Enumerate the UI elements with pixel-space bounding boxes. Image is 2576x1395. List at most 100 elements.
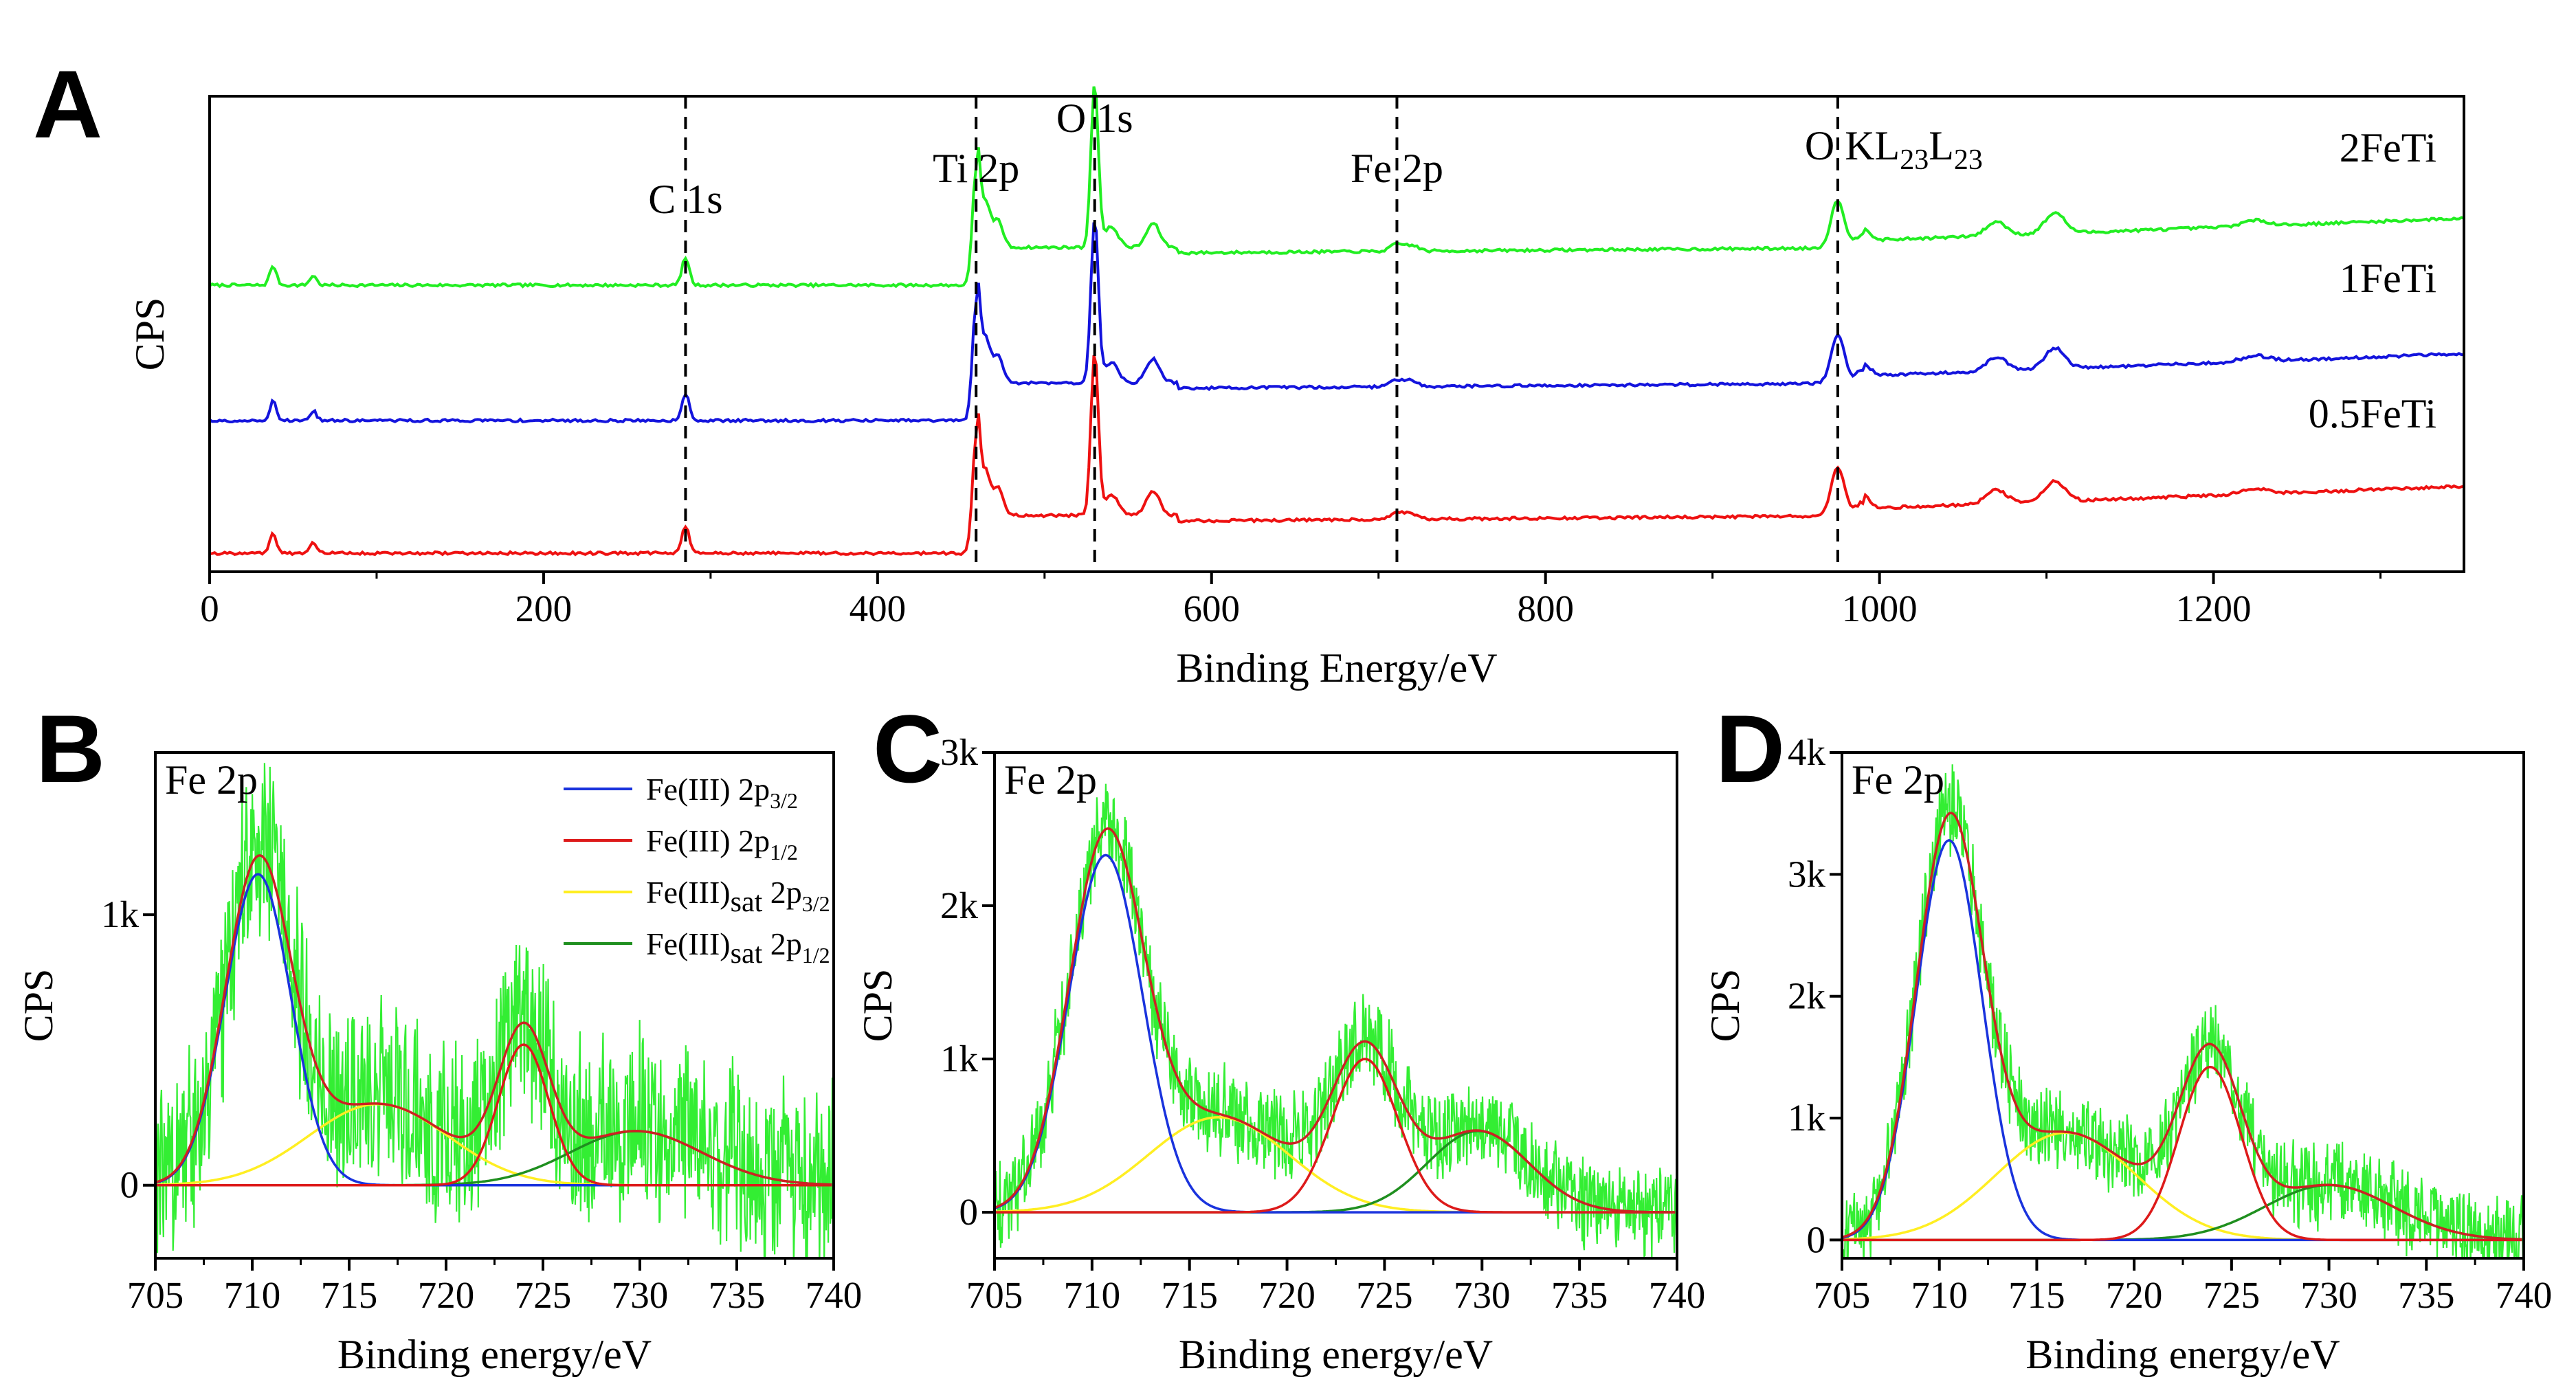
- x-tick-label: 725: [2203, 1274, 2261, 1316]
- peak-label: C 1s: [648, 177, 722, 222]
- component-peak-blue: [155, 873, 832, 1187]
- x-tick-label: 0: [200, 588, 219, 629]
- legend-label-sub: 3/2: [802, 891, 830, 916]
- panel-letter: D: [1716, 695, 1785, 803]
- x-tick-label: 715: [2008, 1274, 2065, 1316]
- peak-label: Ti 2p: [933, 146, 1019, 191]
- x-axis-label: Binding energy/eV: [2025, 1332, 2340, 1377]
- series-line-0.5FeTi: [209, 355, 2465, 557]
- x-tick-label: 710: [1911, 1274, 1968, 1316]
- peak-label-part: L: [1929, 123, 1954, 168]
- plot-frame-A: [208, 95, 2465, 573]
- raw-data-line: [1842, 764, 2524, 1258]
- peak-label: Fe 2p: [1351, 146, 1443, 191]
- peak-label-sub: 23: [1954, 144, 1983, 176]
- component-peak-green: [155, 1130, 832, 1187]
- legend-label: Fe(III)sat 2p1/2: [646, 926, 830, 970]
- envelope-fit-line: [1842, 812, 2522, 1241]
- y-tick-label: 1k: [1788, 1097, 1826, 1139]
- plot-area-B: [155, 763, 834, 1258]
- legend-label-sub: 3/2: [770, 788, 798, 813]
- x-tick-label: 720: [2106, 1274, 2163, 1316]
- legend-label-base: Fe(III): [646, 875, 731, 910]
- x-tick-label: 715: [1161, 1274, 1218, 1316]
- y-tick-label: 1k: [101, 893, 140, 935]
- legend-label-tail: 2p: [762, 875, 802, 910]
- legend-label-sub: 1/2: [802, 943, 830, 968]
- x-tick-label: 730: [1454, 1274, 1511, 1316]
- peak-label-sub: 23: [1900, 144, 1929, 176]
- series-label: 0.5FeTi: [2309, 391, 2436, 436]
- x-tick-label: 705: [966, 1274, 1023, 1316]
- series-line-1FeTi: [208, 222, 2464, 424]
- x-tick-label: 735: [2398, 1274, 2455, 1316]
- series-label: 1FeTi: [2340, 256, 2436, 301]
- legend-label-sub: 1/2: [770, 840, 798, 864]
- component-peak-red: [995, 1058, 1676, 1214]
- legend-label-base: Fe(III) 2p: [646, 823, 770, 858]
- x-tick-label: 735: [1551, 1274, 1608, 1316]
- y-tick-label: 4k: [1788, 731, 1826, 773]
- peak-label: O 1s: [1056, 96, 1133, 141]
- peak-label-okll: O KL23L23: [1805, 123, 1983, 176]
- y-axis-label: CPS: [855, 969, 900, 1042]
- x-tick-label: 710: [224, 1274, 281, 1316]
- y-tick-label: 0: [959, 1191, 979, 1233]
- x-tick-label: 1200: [2176, 588, 2252, 629]
- panel-C: C 705 710 715 720 725 730 735 740 0 1k 2k 3k Fe 2p Bin…: [855, 695, 1705, 1377]
- legend-label-tail: 2p: [762, 926, 802, 961]
- panel-B: B 705 710 715 720 725 730 735 740 0 1k Fe 2p Binding…: [16, 695, 862, 1377]
- envelope-fit-line: [155, 853, 832, 1186]
- x-tick-label: 715: [321, 1274, 378, 1316]
- x-tick-label: 600: [1184, 588, 1241, 629]
- legend-label: Fe(III) 2p3/2: [646, 772, 798, 813]
- legend-label-base: Fe(III) 2p: [646, 772, 770, 807]
- x-tick-label: 730: [2300, 1274, 2357, 1316]
- series-line-2FeTi: [208, 86, 2465, 289]
- envelope-fit-line: [995, 827, 1676, 1214]
- panel-D: D 705 710 715 720 725 730 735 740 0 1k 2k 3k 4k Fe 2p B…: [1702, 695, 2552, 1377]
- legend-label: Fe(III) 2p1/2: [646, 823, 798, 864]
- x-axis-label: Binding Energy/eV: [1176, 645, 1497, 691]
- y-tick-label: 0: [120, 1164, 140, 1206]
- x-tick-label: 200: [515, 588, 573, 629]
- x-tick-label: 735: [709, 1274, 766, 1316]
- x-tick-label: 710: [1064, 1274, 1121, 1316]
- x-tick-label: 705: [1814, 1274, 1871, 1316]
- panel-letter: B: [36, 695, 105, 803]
- y-tick-label: 0: [1807, 1218, 1826, 1260]
- y-tick-label: 1k: [940, 1038, 979, 1080]
- legend-label-base: Fe(III): [646, 926, 731, 961]
- legend-label-sub: sat: [731, 938, 763, 970]
- x-tick-label: 740: [1649, 1274, 1706, 1316]
- x-tick-label: 725: [1356, 1274, 1413, 1316]
- panel-letter: C: [873, 695, 942, 803]
- x-tick-label: 740: [2496, 1274, 2553, 1316]
- x-tick-label: 400: [850, 588, 907, 629]
- plot-area-C: [995, 783, 1677, 1258]
- component-peak-blue: [1842, 838, 2522, 1242]
- y-tick-label: 3k: [1788, 853, 1826, 895]
- x-axis-label: Binding energy/eV: [1179, 1332, 1493, 1377]
- component-peak-blue: [995, 853, 1676, 1214]
- y-axis-label: CPS: [1702, 969, 1748, 1042]
- y-tick-label: 3k: [940, 731, 979, 773]
- y-tick-label: 2k: [1788, 975, 1826, 1017]
- series-label: 2FeTi: [2340, 125, 2436, 170]
- peak-label-part: O KL: [1805, 123, 1900, 168]
- x-tick-label: 800: [1517, 588, 1574, 629]
- panel-letter: A: [33, 50, 102, 158]
- legend-label-sub: sat: [731, 886, 763, 918]
- x-tick-label: 720: [1258, 1274, 1315, 1316]
- y-axis-label: CPS: [127, 298, 173, 371]
- x-tick-label: 720: [418, 1274, 475, 1316]
- x-tick-label: 730: [612, 1274, 669, 1316]
- plot-area-D: [1842, 764, 2524, 1258]
- raw-data-line: [155, 763, 834, 1258]
- y-axis-label: CPS: [16, 969, 61, 1042]
- x-axis-label: Binding energy/eV: [337, 1332, 652, 1377]
- spectrum-annotation: Fe 2p: [1852, 757, 1944, 803]
- spectrum-annotation: Fe 2p: [1004, 757, 1097, 803]
- x-tick-label: 740: [806, 1274, 863, 1316]
